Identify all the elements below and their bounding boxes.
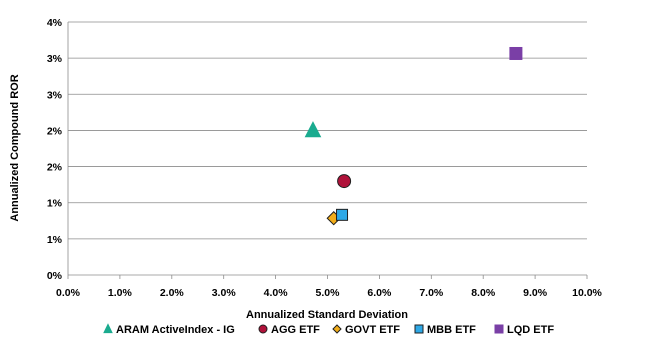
x-tick-label: 9.0% — [523, 287, 548, 299]
y-tick-label: 0% — [47, 270, 63, 282]
y-tick-label: 1% — [47, 198, 63, 210]
y-tick-label: 3% — [47, 89, 63, 101]
legend-marker-agg-etf — [258, 324, 268, 334]
y-tick-label: 2% — [47, 125, 63, 137]
legend-marker-lqd-etf — [494, 324, 504, 334]
x-tick-label: 10.0% — [572, 287, 602, 299]
legend-label-mbb-etf: MBB ETF — [427, 324, 476, 336]
gridlines — [68, 21, 587, 240]
y-tick-label: 3% — [47, 53, 63, 65]
x-tick-label: 7.0% — [419, 287, 444, 299]
x-tick-label: 0.0% — [56, 287, 81, 299]
y-tick-label: 2% — [47, 162, 63, 174]
data-point-mbb-etf — [336, 208, 349, 221]
axes — [67, 22, 588, 279]
data-point-agg-etf — [337, 174, 352, 189]
y-axis-title: Annualized Compound ROR — [9, 74, 21, 221]
legend-label-govt-etf: GOVT ETF — [345, 324, 400, 336]
x-tick-label: 8.0% — [471, 287, 496, 299]
legend-label-lqd-etf: LQD ETF — [507, 324, 554, 336]
legend-marker-govt-etf — [332, 324, 342, 334]
x-tick-label: 5.0% — [316, 287, 341, 299]
x-tick-label: 6.0% — [367, 287, 392, 299]
legend: ARAM ActiveIndex - IG AGG ETF GOVT ETF MBB … — [103, 323, 554, 336]
x-tick-label: 1.0% — [108, 287, 133, 299]
x-tick-labels: 0.0% 1.0% 2.0% 3.0% 4.0% 5.0% 6.0% 7.0% 8.0% 9.0%… — [56, 287, 603, 299]
data-point-lqd-etf — [509, 46, 523, 60]
legend-label-aram-activeindex-ig: ARAM ActiveIndex - IG — [116, 324, 235, 336]
y-tick-labels: 0% 1% 1% 2% 2% 3% 3% 4% — [47, 17, 63, 282]
y-tick-label: 1% — [47, 234, 63, 246]
x-tick-label: 4.0% — [264, 287, 289, 299]
x-tick-label: 2.0% — [160, 287, 185, 299]
x-tick-label: 3.0% — [212, 287, 237, 299]
x-axis-title: Annualized Standard Deviation — [246, 309, 408, 321]
legend-marker-aram-activeindex-ig — [103, 323, 113, 334]
data-points — [304, 46, 523, 226]
data-point-aram-activeindex-ig — [304, 121, 322, 138]
legend-marker-mbb-etf — [414, 324, 424, 334]
y-tick-label: 4% — [47, 17, 63, 29]
legend-label-agg-etf: AGG ETF — [271, 324, 320, 336]
